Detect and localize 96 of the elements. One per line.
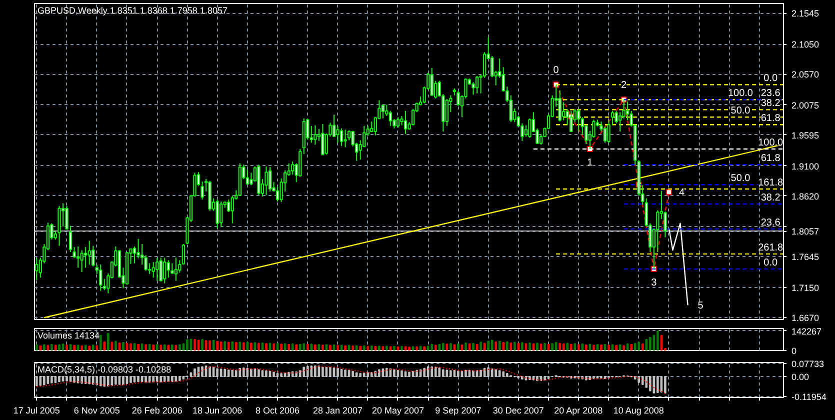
annotation: 3	[651, 277, 658, 288]
annotation: 0.0	[764, 73, 778, 84]
candlestick	[102, 278, 106, 291]
annotation: 50.0	[730, 106, 751, 117]
candlestick	[475, 75, 479, 94]
x-tick-label: 30 Dec 2007	[492, 406, 544, 416]
candlestick	[404, 110, 408, 135]
candlestick	[336, 125, 340, 144]
annotation: 38.2	[760, 192, 781, 204]
candlestick	[268, 166, 272, 192]
annotation: 161.8	[758, 177, 784, 188]
candlestick	[163, 257, 166, 284]
annotation: 23.6	[760, 217, 781, 228]
annotation: 0	[553, 65, 560, 76]
annotation: 38.2	[760, 98, 781, 110]
candlestick	[159, 257, 162, 282]
chart-title: MACD(5,34,5) -0.09803 -0.10288	[38, 364, 172, 374]
candlestick	[92, 245, 95, 267]
candlestick	[84, 246, 88, 268]
candlestick	[430, 67, 434, 96]
y-tick-label: 0.07733	[792, 358, 824, 369]
candlestick	[314, 124, 317, 146]
chart-title: GBPUSD,Weekly 1.8351 1.8368 1.7958 1.8057	[38, 6, 228, 16]
annotation: 100.0	[728, 88, 754, 100]
candlestick	[88, 240, 91, 266]
x-tick-label: 18 Jun 2006	[192, 406, 242, 416]
candlestick	[603, 126, 607, 144]
x-tick-label: 20 May 2007	[372, 406, 424, 416]
annotation: 100.0	[758, 138, 784, 149]
x-tick-label: 20 Apr 2008	[554, 406, 603, 416]
y-tick-label: 0.00	[792, 372, 810, 382]
candlestick	[166, 260, 170, 278]
candlestick	[76, 246, 80, 268]
annotation: 23.6	[760, 88, 781, 100]
x-tick-label: 26 Feb 2006	[132, 406, 182, 416]
candlestick	[170, 262, 174, 274]
annotation: 50.0	[730, 173, 751, 184]
annotation: 1	[587, 158, 594, 169]
point	[666, 189, 672, 196]
y-tick-label: 2.1545	[792, 8, 820, 19]
candlestick	[156, 257, 159, 282]
candlestick	[388, 110, 392, 126]
y-tick-label: 2.0075	[792, 100, 820, 110]
chart-title: Volumes 14134	[38, 330, 100, 340]
candlestick	[291, 161, 294, 176]
candlestick	[509, 94, 512, 123]
candlestick	[200, 180, 204, 200]
x-tick-label: 8 Oct 2006	[256, 406, 300, 416]
annotation: 5	[698, 300, 704, 312]
annotation: 61.8	[760, 113, 781, 124]
y-tick-label: 142267	[792, 326, 822, 336]
x-tick-label: 6 Nov 2005	[74, 406, 120, 416]
candlestick	[99, 264, 102, 292]
candlestick	[344, 129, 347, 148]
candlestick	[577, 108, 580, 132]
y-tick-label: 1.6670	[792, 313, 820, 324]
y-tick-label: 1.7150	[792, 283, 820, 294]
y-tick-label: 1.8620	[792, 191, 820, 202]
y-tick-label: 1.8057	[792, 226, 820, 237]
y-tick-label: 2.0570	[792, 70, 820, 80]
candlestick	[618, 112, 622, 132]
candlestick	[174, 257, 178, 282]
candlestick	[246, 169, 249, 186]
y-tick-label: -0.11954	[792, 392, 826, 402]
y-tick-label: 0	[792, 346, 797, 356]
candlestick	[227, 199, 230, 213]
candlestick	[321, 124, 324, 156]
candlestick	[490, 55, 494, 78]
annotation: 61.8	[760, 153, 781, 164]
annotation: 4	[678, 188, 685, 199]
annotation: 261.8	[758, 242, 784, 254]
line-series	[36, 366, 666, 394]
candlestick	[445, 98, 448, 126]
y-tick-label: 2.1050	[792, 40, 820, 50]
candlestick	[340, 128, 344, 146]
annotation: 2	[621, 80, 628, 92]
y-tick-label: 1.7645	[792, 252, 820, 262]
x-tick-label: 17 Jul 2005	[13, 406, 60, 416]
y-tick-label: 1.9595	[792, 130, 820, 140]
candlestick	[220, 200, 223, 228]
candlestick	[35, 257, 38, 281]
candlestick	[132, 246, 136, 264]
candlestick	[381, 104, 384, 119]
candlestick	[216, 199, 219, 229]
y-tick-label: 1.9100	[792, 161, 820, 172]
candlestick	[396, 116, 400, 128]
x-tick-label: 9 Sep 2007	[435, 406, 482, 416]
candlestick	[264, 166, 268, 196]
x-tick-label: 28 Jan 2007	[312, 406, 363, 416]
annotation: 0.0	[764, 257, 778, 268]
x-tick-label: 10 Aug 2008	[613, 406, 664, 416]
candlestick	[562, 102, 566, 121]
candlestick	[332, 114, 336, 138]
candlestick	[80, 250, 84, 273]
candlestick	[528, 118, 532, 138]
candlestick	[152, 262, 155, 278]
